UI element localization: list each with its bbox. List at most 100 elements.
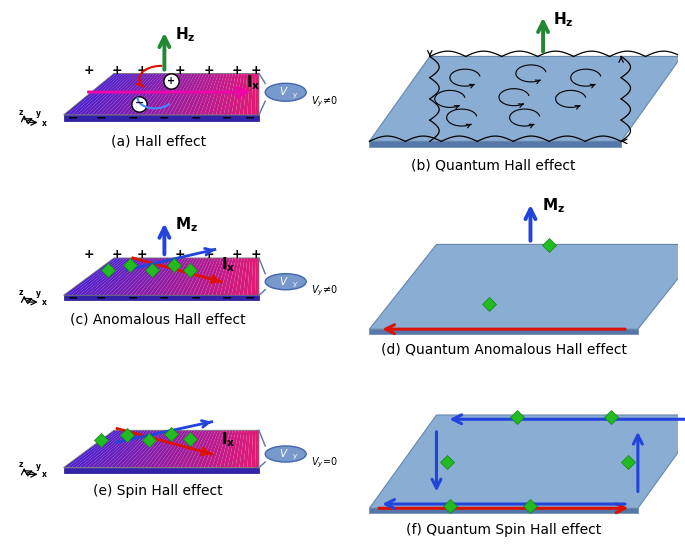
Polygon shape bbox=[114, 258, 155, 295]
Polygon shape bbox=[83, 430, 132, 468]
Polygon shape bbox=[153, 430, 184, 468]
Polygon shape bbox=[161, 430, 189, 468]
Polygon shape bbox=[208, 430, 224, 468]
Text: +: + bbox=[175, 63, 186, 77]
Polygon shape bbox=[232, 258, 242, 295]
Polygon shape bbox=[239, 73, 247, 115]
Text: −: − bbox=[96, 292, 107, 305]
Polygon shape bbox=[91, 73, 137, 115]
Polygon shape bbox=[224, 430, 236, 468]
Polygon shape bbox=[255, 430, 259, 468]
Polygon shape bbox=[75, 73, 125, 115]
Text: +: + bbox=[137, 248, 148, 261]
Polygon shape bbox=[64, 430, 117, 468]
Polygon shape bbox=[130, 430, 166, 468]
Text: y: y bbox=[293, 281, 297, 287]
Polygon shape bbox=[173, 258, 198, 295]
Polygon shape bbox=[75, 430, 125, 468]
Text: −: − bbox=[245, 292, 255, 305]
Polygon shape bbox=[192, 258, 212, 295]
Text: −: − bbox=[68, 292, 78, 305]
Text: $\mathbf{M_z}$: $\mathbf{M_z}$ bbox=[543, 196, 565, 215]
Polygon shape bbox=[146, 430, 178, 468]
Text: $V_y\!=\!0$: $V_y\!=\!0$ bbox=[311, 456, 338, 470]
Text: x: x bbox=[42, 298, 47, 307]
Polygon shape bbox=[220, 258, 233, 295]
Text: $\mathbf{M_z}$: $\mathbf{M_z}$ bbox=[175, 215, 199, 234]
Polygon shape bbox=[216, 73, 230, 115]
Polygon shape bbox=[208, 73, 224, 115]
Polygon shape bbox=[177, 258, 201, 295]
Text: $\mathbf{I_x}$: $\mathbf{I_x}$ bbox=[221, 255, 236, 275]
Polygon shape bbox=[107, 73, 149, 115]
Polygon shape bbox=[169, 258, 195, 295]
Text: (a) Hall effect: (a) Hall effect bbox=[110, 135, 206, 148]
Polygon shape bbox=[185, 430, 207, 468]
Polygon shape bbox=[247, 430, 253, 468]
Polygon shape bbox=[114, 430, 155, 468]
Text: y: y bbox=[293, 453, 297, 459]
Polygon shape bbox=[71, 258, 123, 295]
Polygon shape bbox=[103, 73, 146, 115]
Text: z: z bbox=[18, 461, 23, 469]
Text: y: y bbox=[36, 109, 40, 118]
Polygon shape bbox=[216, 430, 230, 468]
Polygon shape bbox=[71, 73, 123, 115]
Polygon shape bbox=[200, 73, 219, 115]
Polygon shape bbox=[138, 430, 172, 468]
Polygon shape bbox=[197, 73, 216, 115]
Polygon shape bbox=[87, 430, 134, 468]
Polygon shape bbox=[64, 258, 117, 295]
Polygon shape bbox=[220, 430, 233, 468]
Polygon shape bbox=[188, 430, 210, 468]
Ellipse shape bbox=[265, 274, 306, 290]
Polygon shape bbox=[107, 258, 149, 295]
Text: −: − bbox=[127, 112, 138, 125]
Polygon shape bbox=[227, 73, 238, 115]
Polygon shape bbox=[64, 115, 259, 120]
Polygon shape bbox=[239, 430, 247, 468]
Polygon shape bbox=[204, 258, 221, 295]
Polygon shape bbox=[158, 430, 186, 468]
Text: +: + bbox=[137, 63, 148, 77]
Polygon shape bbox=[87, 258, 134, 295]
Polygon shape bbox=[153, 258, 184, 295]
Text: $V$: $V$ bbox=[279, 275, 289, 287]
Polygon shape bbox=[243, 258, 250, 295]
Polygon shape bbox=[227, 430, 238, 468]
Text: −: − bbox=[245, 112, 255, 125]
Polygon shape bbox=[165, 430, 192, 468]
Polygon shape bbox=[122, 258, 160, 295]
Polygon shape bbox=[68, 73, 120, 115]
Polygon shape bbox=[369, 141, 621, 147]
Polygon shape bbox=[99, 430, 143, 468]
Polygon shape bbox=[134, 430, 169, 468]
Polygon shape bbox=[68, 258, 120, 295]
Polygon shape bbox=[142, 258, 175, 295]
Polygon shape bbox=[91, 430, 137, 468]
Text: z: z bbox=[18, 288, 23, 297]
Polygon shape bbox=[212, 430, 227, 468]
Polygon shape bbox=[255, 73, 259, 115]
Polygon shape bbox=[134, 258, 169, 295]
Text: x: x bbox=[42, 119, 47, 128]
Text: $\mathbf{H_z}$: $\mathbf{H_z}$ bbox=[175, 26, 196, 44]
Polygon shape bbox=[87, 73, 134, 115]
Polygon shape bbox=[369, 329, 638, 334]
Text: −: − bbox=[68, 112, 78, 125]
Polygon shape bbox=[216, 258, 230, 295]
Polygon shape bbox=[149, 430, 181, 468]
Polygon shape bbox=[169, 73, 195, 115]
Polygon shape bbox=[103, 258, 146, 295]
Polygon shape bbox=[126, 258, 163, 295]
Polygon shape bbox=[236, 73, 245, 115]
Polygon shape bbox=[119, 258, 158, 295]
Text: −: − bbox=[159, 112, 170, 125]
Polygon shape bbox=[247, 258, 253, 295]
Polygon shape bbox=[95, 73, 140, 115]
Polygon shape bbox=[369, 415, 685, 508]
Ellipse shape bbox=[265, 83, 306, 101]
Text: y: y bbox=[36, 289, 40, 298]
Polygon shape bbox=[153, 73, 184, 115]
Text: +: + bbox=[166, 76, 175, 86]
